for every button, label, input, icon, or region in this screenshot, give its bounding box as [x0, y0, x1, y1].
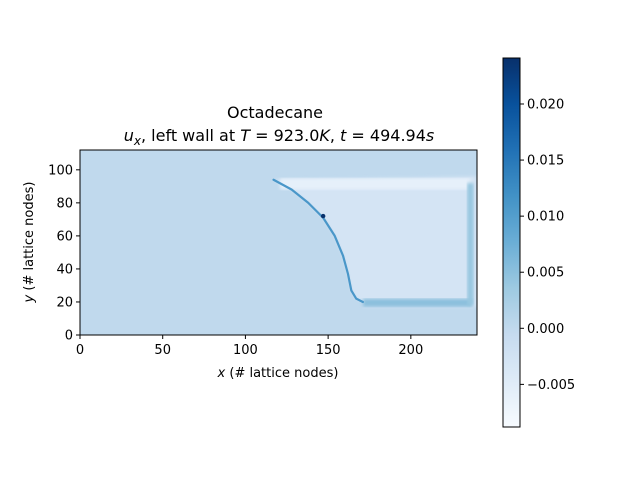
subtitle-T-symbol: T [240, 126, 251, 145]
subtitle-var-sub: x [133, 134, 142, 148]
colorbar-ticks: −0.005 0.000 0.005 0.010 0.015 0.020 [520, 97, 575, 393]
melt-front-line [272, 178, 364, 304]
subtitle-t-unit: s [426, 126, 434, 145]
colorbar-tick-label: 0.005 [527, 266, 564, 281]
liquid-bottom-band [362, 298, 473, 307]
x-tick-label: 200 [398, 343, 423, 358]
subtitle-T-unit: K [319, 126, 331, 145]
colorbar-tick-label: 0.000 [527, 322, 564, 337]
y-axis-label: y (# lattice nodes) [22, 182, 37, 304]
liquid-region [273, 176, 477, 307]
subtitle-t-value: = 494.94 [346, 126, 426, 145]
x-axis-ticks: 0 50 100 150 200 [76, 335, 423, 358]
y-tick-label: 80 [56, 196, 73, 211]
x-tick-label: 0 [76, 343, 84, 358]
subtitle-sep2: , [330, 126, 340, 145]
right-wall-band [467, 183, 474, 306]
x-axis-label: x (# lattice nodes) [217, 366, 339, 381]
colorbar-tick-label: 0.015 [527, 154, 564, 169]
y-axis-ticks: 0 20 40 60 80 100 [48, 163, 80, 344]
y-tick-label: 20 [56, 295, 73, 310]
y-tick-label: 100 [48, 163, 73, 178]
liquid-top-band [280, 178, 471, 190]
colorbar-frame [502, 57, 521, 428]
x-tick-label: 150 [316, 343, 341, 358]
subtitle-sep1: , left wall at [141, 126, 240, 145]
heatmap-field [80, 150, 477, 335]
y-tick-label: 0 [65, 329, 73, 344]
colorbar-tick-label: 0.020 [527, 97, 564, 112]
subtitle-T-value: = 923.0 [250, 126, 319, 145]
x-tick-label: 100 [233, 343, 258, 358]
colorbar [503, 58, 520, 427]
colorbar-tick-label: −0.005 [527, 378, 575, 393]
plot-frame [79, 149, 478, 336]
colorbar-tick-label: 0.010 [527, 210, 564, 225]
chart-subtitle: ux, left wall at T = 923.0K, t = 494.94s [124, 126, 434, 148]
subtitle-t-symbol: t [340, 126, 347, 145]
subtitle-var: u [124, 126, 134, 145]
melt-front-peak [320, 213, 326, 219]
y-tick-label: 60 [56, 229, 73, 244]
chart-title: Octadecane [227, 103, 323, 122]
x-tick-label: 50 [154, 343, 171, 358]
y-tick-label: 40 [56, 262, 73, 277]
